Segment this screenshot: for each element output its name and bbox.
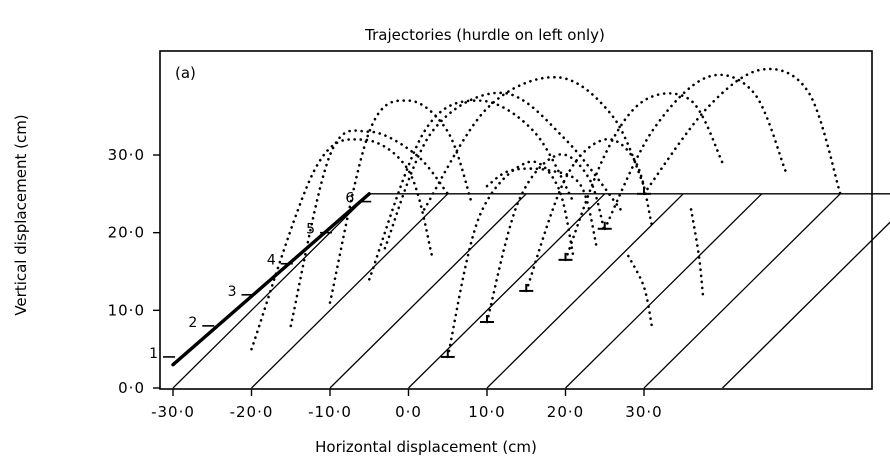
x-tick-label: -30·0 xyxy=(151,403,195,421)
landing-marker xyxy=(559,253,573,260)
x-tick-label: 30·0 xyxy=(625,403,662,421)
landing-marker xyxy=(637,187,651,194)
trajectory-4 xyxy=(369,101,573,280)
floor-plane-line xyxy=(252,194,448,388)
floor-plane-line xyxy=(330,194,526,388)
trajectory-fragment-1 xyxy=(487,169,597,249)
trajectory-10 xyxy=(566,93,723,260)
hurdle-number-label: 4 xyxy=(267,253,276,269)
y-tick-label: 0·0 xyxy=(118,379,145,397)
floor-plane-line xyxy=(487,194,683,388)
hurdle-number-label: 2 xyxy=(188,315,197,331)
y-tick-label: 30·0 xyxy=(108,146,145,164)
y-tick-label: 20·0 xyxy=(108,224,145,242)
landing-marker xyxy=(519,284,533,291)
trajectory-fragment-2 xyxy=(628,256,652,326)
hurdle-number-label: 6 xyxy=(345,191,354,207)
trajectory-11 xyxy=(605,75,786,229)
floor-plane-line xyxy=(566,194,762,388)
hurdle-number-label: 3 xyxy=(228,284,237,300)
x-tick-label: -20·0 xyxy=(230,403,274,421)
hurdle-number-label: 1 xyxy=(149,346,158,362)
panel-label: (a) xyxy=(175,64,196,82)
y-axis-label: Vertical displacement (cm) xyxy=(12,114,30,315)
chart-title: Trajectories (hurdle on left only) xyxy=(364,26,605,44)
trajectory-6 xyxy=(424,77,644,209)
floor-plane-line xyxy=(409,194,605,388)
hurdle-line xyxy=(173,194,369,365)
plot-frame xyxy=(160,51,872,389)
trajectory-7 xyxy=(448,162,574,357)
x-axis-label: Horizontal displacement (cm) xyxy=(315,438,537,456)
floor-plane-line xyxy=(644,194,840,388)
x-axis-ticks: -30·0 -20·0 -10·0 0·0 10·0 20·0 30·0 xyxy=(151,389,663,421)
trajectory-1 xyxy=(252,139,433,349)
floor-plane-line xyxy=(723,194,890,388)
x-tick-label: 0·0 xyxy=(395,403,422,421)
x-tick-label: 20·0 xyxy=(547,403,584,421)
x-tick-label: 10·0 xyxy=(468,403,505,421)
trajectory-fragment-3 xyxy=(691,209,703,294)
trajectory-9 xyxy=(526,139,652,291)
landing-marker xyxy=(598,222,612,229)
trajectory-12 xyxy=(644,69,840,194)
x-tick-label: -10·0 xyxy=(308,403,352,421)
y-tick-label: 10·0 xyxy=(108,301,145,319)
